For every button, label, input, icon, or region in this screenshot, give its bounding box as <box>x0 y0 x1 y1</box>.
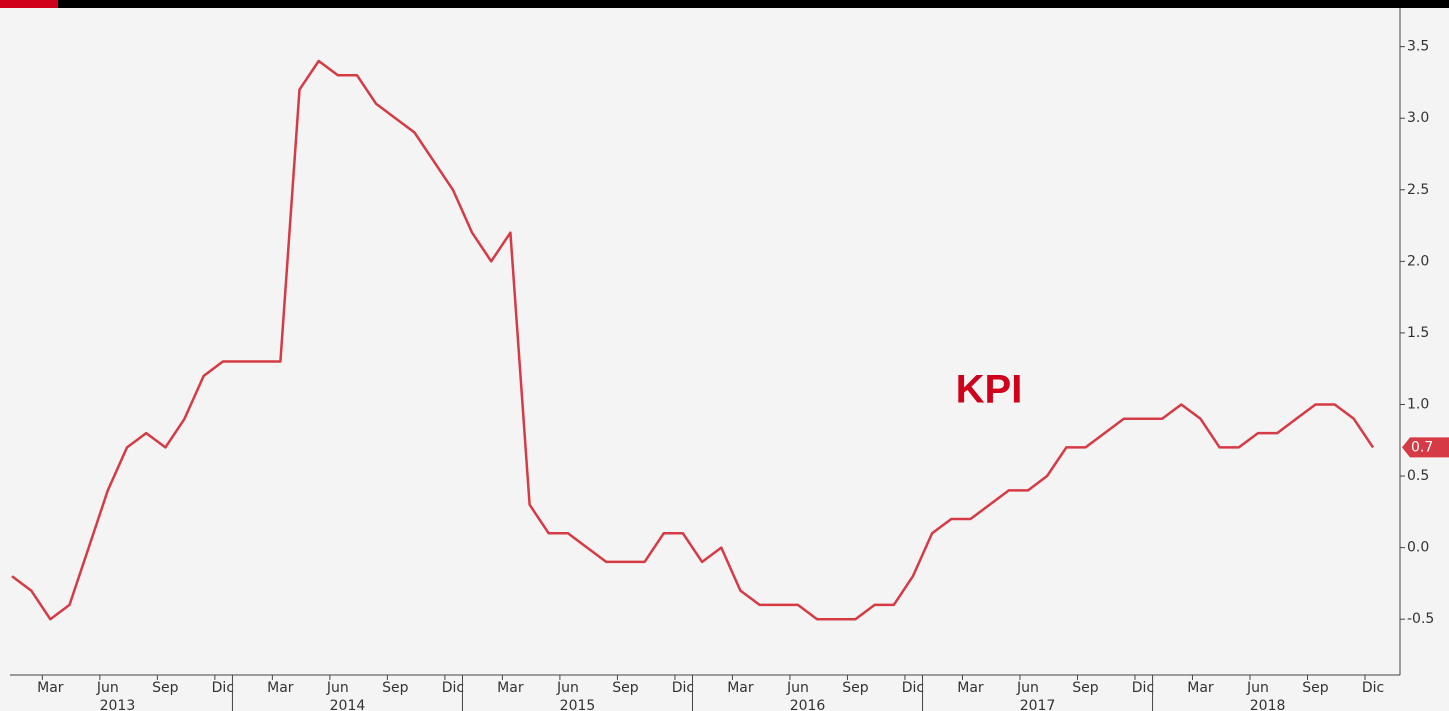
year-label: 2018 <box>1250 698 1286 711</box>
year-label: 2015 <box>560 698 596 711</box>
last-value-tag <box>1402 437 1449 458</box>
year-label: 2013 <box>100 698 136 711</box>
x-tick-label: Jun <box>556 680 579 696</box>
x-tick-label: Jun <box>1016 680 1039 696</box>
top-bar-accent <box>0 0 58 8</box>
x-tick-label: Dic <box>212 680 234 696</box>
annotation: KPI <box>956 368 1023 412</box>
year-label: 2017 <box>1020 698 1056 711</box>
x-tick-label: Dic <box>1362 680 1384 696</box>
x-tick-label: Sep <box>612 680 639 696</box>
series-line <box>11 59 1375 621</box>
x-tick-label: Mar <box>37 680 64 696</box>
y-tick-label: -0.5 <box>1407 611 1434 627</box>
y-tick-label: 2.0 <box>1407 253 1429 269</box>
y-tick-label: 3.5 <box>1407 39 1429 55</box>
x-tick-label: Dic <box>442 680 464 696</box>
x-tick-label: Jun <box>1246 680 1269 696</box>
y-tick-label: 1.0 <box>1407 396 1429 412</box>
x-tick-label: Sep <box>1302 680 1329 696</box>
x-tick-label: Jun <box>786 680 809 696</box>
year-label: 2014 <box>330 698 366 711</box>
x-tick-label: Sep <box>1072 680 1099 696</box>
y-tick-label: 0.5 <box>1407 468 1429 484</box>
x-tick-label: Dic <box>902 680 924 696</box>
y-tick-label: 3.0 <box>1407 110 1429 126</box>
x-tick-label: Jun <box>96 680 119 696</box>
x-tick-label: Mar <box>497 680 524 696</box>
top-bar <box>0 0 1449 8</box>
year-label: 2016 <box>790 698 826 711</box>
y-tick-label: 2.5 <box>1407 182 1429 198</box>
y-tick-label: 1.5 <box>1407 325 1429 341</box>
x-tick-label: Jun <box>326 680 349 696</box>
last-value-label: 0.7 <box>1411 439 1433 455</box>
x-tick-label: Sep <box>842 680 869 696</box>
x-tick-label: Dic <box>1132 680 1154 696</box>
x-tick-label: Mar <box>727 680 754 696</box>
x-tick-label: Mar <box>957 680 984 696</box>
x-tick-label: Dic <box>672 680 694 696</box>
x-tick-label: Sep <box>152 680 179 696</box>
x-tick-label: Mar <box>267 680 294 696</box>
x-tick-label: Sep <box>382 680 409 696</box>
x-tick-label: Mar <box>1187 680 1214 696</box>
y-tick-label: 0.0 <box>1407 540 1429 556</box>
